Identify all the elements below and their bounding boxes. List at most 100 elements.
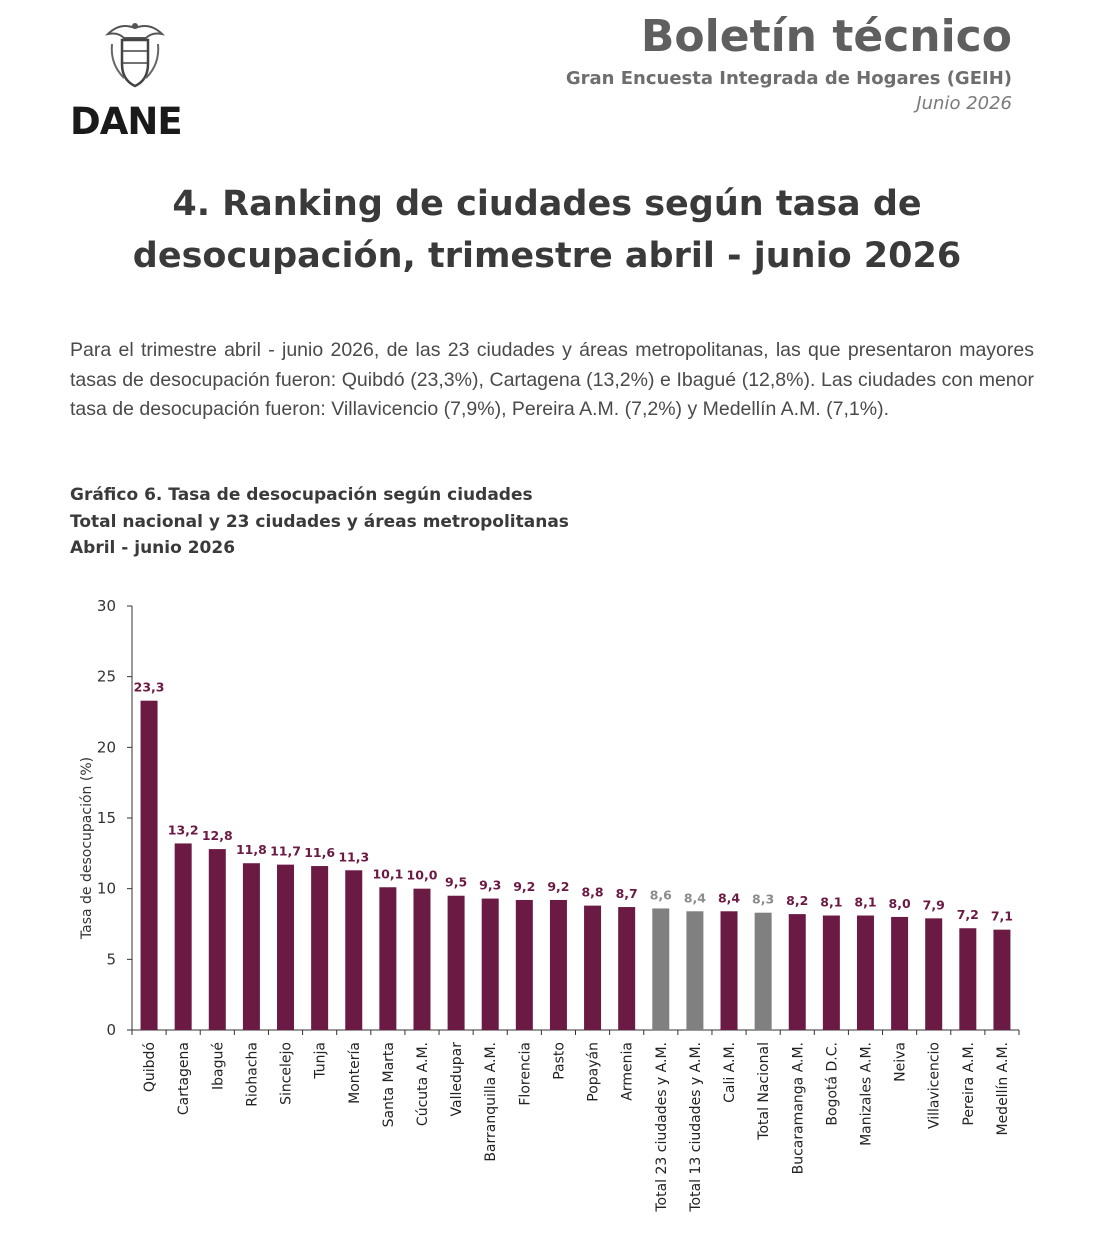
x-category-label: Neiva [893,1042,909,1082]
x-category-label: Manizales A.M. [858,1042,874,1146]
x-category-label: Cúcuta A.M. [415,1042,431,1126]
chart-subtitle: Total nacional y 23 ciudades y áreas met… [70,511,569,532]
chart-period: Abril - junio 2026 [70,538,236,558]
chart-caption: Gráfico 6. Tasa de desocupación según ci… [70,482,569,562]
bar [345,870,363,1030]
y-tick-label: 15 [97,809,116,827]
bar [379,887,397,1030]
bar [686,911,704,1030]
bar [174,843,192,1030]
y-tick-label: 0 [106,1021,116,1039]
chart-title: Gráfico 6. Tasa de desocupación según ci… [70,485,533,505]
bar-value-label: 9,2 [513,879,535,894]
section-title: 4. Ranking de ciudades según tasa de des… [0,178,1094,282]
bar [891,916,909,1030]
x-category-label: Riohacha [244,1042,260,1107]
y-tick-label: 20 [97,738,116,756]
bar-value-label: 11,7 [270,844,301,859]
bar-value-label: 9,3 [479,878,501,893]
bar [856,915,874,1030]
bar [277,864,295,1030]
bar-value-label: 10,0 [407,868,438,883]
bulletin-title: Boletín técnico [640,11,1012,62]
bulletin-period: Junio 2026 [916,93,1012,114]
dane-wordmark: DANE [70,100,183,143]
bar-value-label: 10,1 [372,866,403,881]
bar-value-label: 12,8 [202,828,233,843]
x-category-label: Armenia [620,1042,636,1101]
x-category-label: Valledupar [449,1042,465,1117]
bar-value-label: 8,6 [650,887,672,902]
x-category-label: Montería [347,1042,363,1104]
x-category-label: Pasto [551,1042,567,1080]
unemployment-bar-chart: Tasa de desocupación (%) 0 5 10 15 20 25 30 23… [79,597,1020,1213]
bar-value-label: 8,3 [752,892,774,907]
bar [754,912,772,1030]
y-tick-label: 10 [97,880,116,898]
x-category-label: Bogotá D.C. [824,1042,840,1126]
bar [242,863,260,1030]
x-category-label: Popayán [586,1042,602,1102]
bar [584,905,602,1030]
bar-value-label: 8,4 [718,890,740,905]
y-tick-label: 25 [97,668,116,686]
bar [311,866,329,1030]
coat-of-arms-icon [104,23,166,88]
bar-value-label: 8,1 [820,895,842,910]
bar-value-label: 8,1 [854,895,876,910]
bar [481,898,499,1030]
bar [652,908,670,1030]
bar [959,928,977,1030]
bulletin-header: Boletín técnico Gran Encuesta Integrada … [566,10,1012,114]
bar [788,914,806,1030]
x-category-label: Cali A.M. [722,1042,738,1103]
y-tick-label: 30 [97,597,116,615]
bar-value-label: 11,8 [236,842,267,857]
bar [515,899,533,1030]
bar-value-label: 7,2 [957,907,979,922]
bar-value-label: 8,8 [581,885,603,900]
x-category-label: Barranquilla A.M. [483,1042,499,1162]
bar-value-label: 23,3 [134,680,165,695]
bar-value-label: 8,2 [786,893,808,908]
bar [208,849,226,1030]
bar-value-label: 9,5 [445,875,467,890]
y-tick-label: 5 [106,950,116,968]
bar-value-label: 11,6 [304,845,335,860]
y-axis-label: Tasa de desocupación (%) [79,757,95,940]
bar [925,918,943,1030]
bar-value-label: 13,2 [168,822,199,837]
bar [549,899,567,1030]
bar-value-label: 9,2 [547,879,569,894]
x-category-label: Cartagena [176,1042,192,1115]
intro-paragraph: Para el trimestre abril - junio 2026, de… [70,339,1034,420]
x-category-label: Bucaramanga A.M. [790,1042,806,1174]
bar [413,888,431,1030]
x-category-label: Total 13 ciudades y A.M. [688,1042,704,1213]
bar [447,895,465,1030]
bar-value-label: 8,7 [616,886,638,901]
section-title-line2: desocupación, trimestre abril - junio 20… [132,236,962,276]
bar [618,907,636,1030]
x-category-label: Florencia [517,1042,533,1106]
bar [993,929,1011,1030]
bar [720,911,738,1030]
bar-value-label: 8,0 [889,896,911,911]
x-category-label: Ibagué [210,1042,226,1090]
x-category-label: Villavicencio [927,1042,943,1129]
bar-value-label: 11,3 [338,849,369,864]
x-category-label: Pereira A.M. [961,1042,977,1126]
x-category-label: Quibdó [142,1042,158,1092]
x-category-label: Santa Marta [381,1042,397,1127]
section-title-line1: 4. Ranking de ciudades según tasa de [172,184,922,224]
x-category-label: Total 23 ciudades y A.M. [654,1042,670,1213]
bar-value-label: 7,1 [991,909,1013,924]
bar [822,915,840,1030]
x-category-label: Tunja [313,1042,329,1080]
bar [140,700,158,1030]
bar-value-label: 8,4 [684,890,706,905]
x-category-label: Total Nacional [756,1042,772,1141]
dane-logo: DANE [70,18,200,143]
x-category-label: Medellín A.M. [995,1042,1011,1136]
bar-value-label: 7,9 [923,897,945,912]
